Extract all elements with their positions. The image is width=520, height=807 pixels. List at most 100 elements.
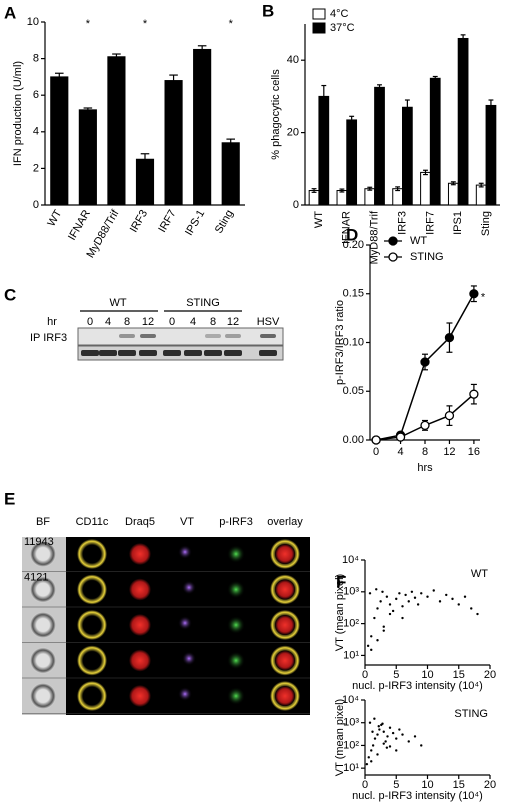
- y-tick-label: 10¹: [343, 762, 359, 774]
- bar: [364, 188, 376, 206]
- point: [469, 389, 479, 399]
- blot-band: [99, 350, 117, 356]
- y-tick-label: 10⁴: [342, 554, 359, 566]
- bar: [336, 190, 348, 206]
- x-tick-label: 5: [393, 669, 399, 681]
- blot-band: [259, 350, 277, 356]
- bar: [485, 104, 497, 206]
- x-axis-label: nucl. p-IRF3 intensity (10⁴): [352, 790, 483, 802]
- y-tick-label: 0.15: [343, 288, 364, 300]
- cell: [129, 649, 151, 672]
- cell: [30, 683, 56, 709]
- cell: [30, 612, 56, 638]
- point: [410, 590, 414, 594]
- x-tick-label: IFNAR: [341, 211, 353, 244]
- series-line: [376, 393, 475, 441]
- point: [376, 639, 379, 642]
- channel-label: CD11c: [76, 516, 109, 528]
- point: [370, 635, 373, 638]
- x-tick-label: 0: [373, 446, 379, 458]
- annotation: *: [143, 18, 148, 30]
- x-tick-label: 10: [421, 669, 433, 681]
- point: [451, 597, 454, 601]
- point: [381, 722, 384, 725]
- bar: [374, 86, 385, 206]
- x-tick-label: 4: [397, 446, 403, 458]
- point: [401, 733, 404, 736]
- panel-label: D: [346, 225, 358, 244]
- legend-marker: [388, 236, 398, 246]
- point: [376, 733, 379, 736]
- y-tick-label: 8: [33, 53, 39, 65]
- cell: [178, 616, 192, 630]
- point: [398, 728, 401, 731]
- point: [426, 595, 429, 598]
- panel-label: C: [4, 285, 16, 304]
- blot-control: HSV: [257, 316, 280, 328]
- point: [407, 740, 410, 743]
- blot-time: 12: [227, 316, 239, 328]
- x-tick-label: IPS-1: [183, 208, 207, 238]
- legend-swatch: [312, 22, 326, 34]
- x-tick-label: Sting: [480, 211, 492, 236]
- point: [388, 612, 392, 616]
- point: [463, 595, 467, 598]
- bar: [135, 158, 155, 206]
- point: [395, 432, 406, 442]
- blot-time: 8: [210, 316, 216, 328]
- point: [420, 592, 423, 595]
- point: [420, 420, 430, 431]
- point: [384, 740, 387, 743]
- annotation: *: [86, 18, 91, 30]
- point: [388, 726, 392, 729]
- point: [382, 625, 385, 628]
- legend-label: STING: [410, 251, 444, 263]
- blot-band: [81, 350, 99, 356]
- point: [445, 593, 448, 597]
- cell: [77, 610, 107, 640]
- blot-time: 0: [169, 316, 175, 328]
- y-tick-label: 0: [293, 199, 299, 211]
- y-tick-label: 40: [287, 54, 299, 66]
- y-tick-label: 0.05: [343, 385, 364, 397]
- point: [438, 600, 442, 603]
- point: [420, 744, 423, 747]
- x-tick-label: 20: [484, 779, 496, 791]
- bar: [164, 80, 183, 206]
- x-tick-label: 8: [422, 446, 428, 458]
- blot-time: 0: [87, 316, 93, 328]
- point: [377, 725, 380, 728]
- point: [476, 612, 479, 616]
- y-tick-label: 6: [33, 89, 39, 101]
- blot-band: [224, 350, 242, 356]
- cell: [227, 545, 245, 563]
- point: [376, 607, 379, 610]
- cell: [227, 616, 245, 634]
- point: [469, 289, 479, 299]
- panel-label: A: [4, 3, 16, 22]
- bar: [402, 106, 413, 206]
- x-tick-label: 15: [453, 779, 465, 791]
- point: [385, 595, 389, 598]
- point: [395, 737, 398, 740]
- annotation: *: [481, 292, 486, 304]
- point: [371, 744, 375, 747]
- legend-label: WT: [410, 235, 427, 247]
- legend-swatch: [312, 8, 326, 20]
- point: [388, 603, 392, 606]
- cell: [129, 578, 151, 601]
- x-tick-label: IPS1: [452, 211, 464, 235]
- cell: [275, 579, 295, 600]
- y-axis-label: % phagocytic cells: [270, 69, 282, 160]
- blot-time: 8: [124, 316, 130, 328]
- bar: [193, 48, 212, 206]
- point: [375, 588, 378, 591]
- blot-band: [204, 350, 222, 356]
- point: [388, 745, 392, 748]
- bar: [429, 77, 441, 206]
- y-tick-label: 10: [27, 16, 39, 28]
- point: [391, 609, 395, 613]
- point: [391, 731, 395, 735]
